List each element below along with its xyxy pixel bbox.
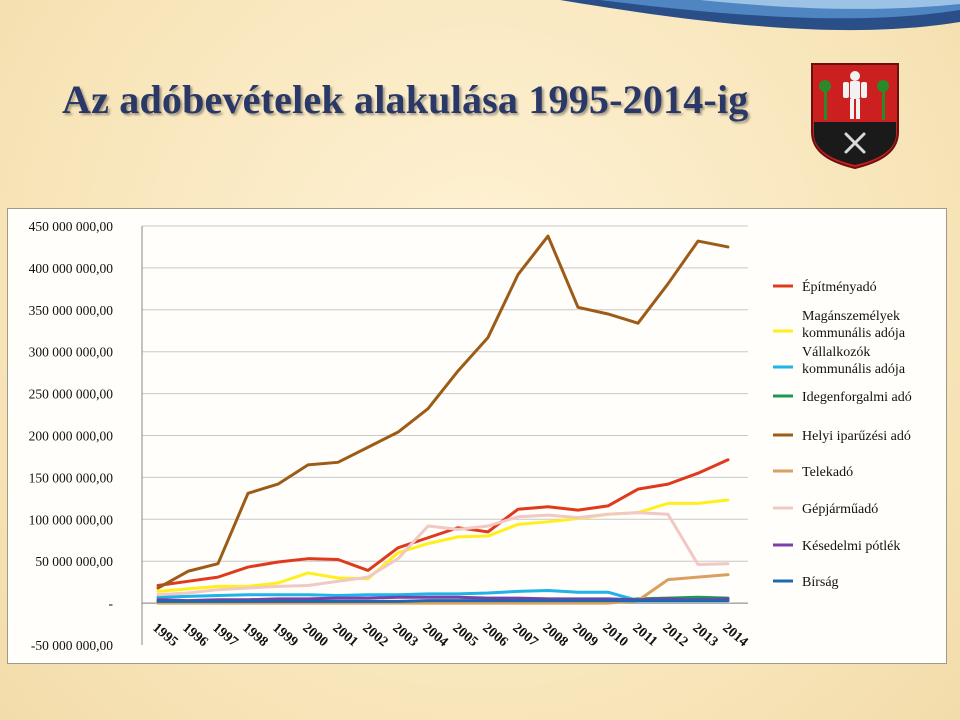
series-line-0: [156, 458, 730, 588]
x-tick-label: 2002: [359, 621, 390, 650]
x-tick-label: 2014: [719, 621, 750, 650]
y-tick-label: 350 000 000,00: [29, 303, 114, 318]
y-tick-label: 50 000 000,00: [35, 554, 113, 569]
y-tick-label: -50 000 000,00: [31, 638, 113, 653]
x-tick-label: 1998: [239, 621, 270, 650]
series-lines: [156, 234, 730, 605]
x-tick-label: 1999: [269, 621, 300, 650]
y-tick-label: 150 000 000,00: [29, 470, 114, 485]
chart-frame: -50 000 000,00-50 000 000,00 100 000 000,…: [7, 208, 947, 664]
header-swoosh-decoration: [560, 0, 960, 31]
x-tick-label: 2000: [299, 621, 330, 650]
x-tick-label: 1996: [179, 621, 210, 650]
legend-label: Telekadó: [802, 465, 853, 480]
legend-label: Idegenforgalmi adó: [802, 390, 912, 405]
legend-label: Gépjárműadó: [802, 502, 878, 517]
legend-label: Késedelmi pótlék: [802, 539, 900, 554]
y-tick-label: 300 000 000,00: [29, 345, 114, 360]
x-tick-label: 2006: [479, 621, 510, 650]
series-line-6: [156, 511, 730, 597]
x-tick-label: 2004: [419, 621, 450, 650]
legend-label: Helyi iparűzési adó: [802, 429, 911, 444]
legend-label: Építményadó: [802, 278, 877, 295]
y-tick-label: 200 000 000,00: [29, 429, 114, 444]
x-tick-label: 2013: [689, 621, 720, 650]
y-tick-label: 250 000 000,00: [29, 387, 114, 402]
y-tick-label: 400 000 000,00: [29, 261, 114, 276]
x-tick-label: 2003: [389, 621, 420, 650]
y-tick-label: 100 000 000,00: [29, 512, 114, 527]
x-axis-tick-labels: 1995199619971998199920002001200220032004…: [149, 621, 750, 650]
x-tick-label: 1995: [149, 621, 180, 650]
x-tick-label: 2011: [629, 621, 660, 650]
y-tick-label: 450 000 000,00: [29, 219, 114, 234]
x-tick-label: 2009: [569, 621, 600, 650]
x-tick-label: 2010: [599, 621, 630, 650]
x-tick-label: 1997: [209, 621, 240, 650]
x-tick-label: 2001: [329, 621, 360, 650]
legend: Építményadó Magánszemélyek kommunális adój…: [773, 278, 912, 590]
legend-label: Bírság: [802, 575, 839, 590]
x-tick-label: 2005: [449, 621, 480, 650]
gridlines: [142, 225, 748, 604]
x-tick-label: 2008: [539, 621, 570, 650]
legend-label: Magánszemélyek kommunális adója: [802, 309, 906, 341]
y-tick-label: -: [109, 596, 114, 611]
series-line-4: [156, 234, 730, 590]
x-tick-label: 2012: [659, 621, 690, 650]
page-title: Az adóbevételek alakulása 1995-2014-ig: [62, 77, 749, 122]
legend-label: Vállalkozók kommunális adója: [802, 345, 906, 377]
series-line-8: [156, 599, 730, 603]
coat-of-arms-logo: [811, 63, 899, 170]
x-tick-label: 2007: [509, 621, 540, 650]
